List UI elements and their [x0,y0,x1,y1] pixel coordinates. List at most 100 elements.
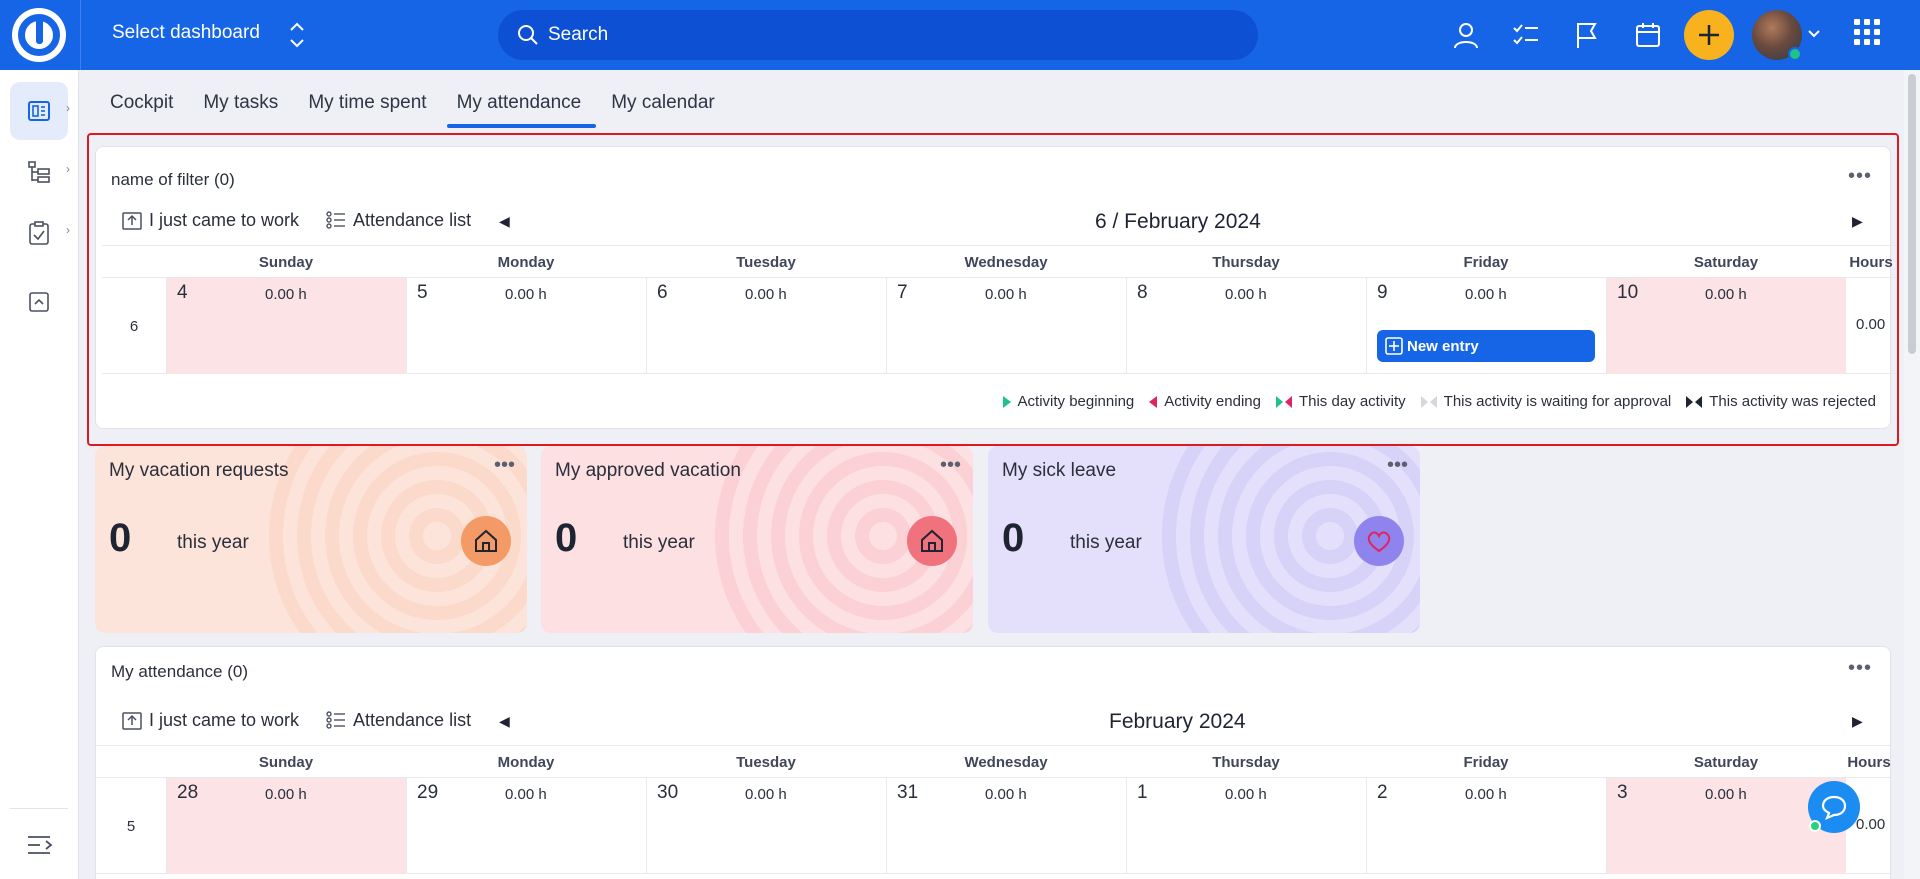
week-row: 6 4 0.00 h 5 0.00 h 6 0.00 h 7 0.00 h 8 … [102,278,1898,374]
more-options-icon[interactable]: ••• [1847,657,1872,679]
day-cell[interactable]: 28 0.00 h [166,778,406,874]
divider [10,808,68,809]
day-cell[interactable]: 7 0.00 h [886,278,1126,374]
upload-box-icon [122,712,142,730]
new-entry-button[interactable]: New entry [1377,330,1595,362]
day-number: 3 [1617,782,1628,803]
sick-leave-card[interactable]: My sick leave ••• 0 this year [988,446,1420,633]
day-hours: 0.00 h [265,286,307,303]
scrollbar-thumb[interactable] [1908,74,1916,354]
apps-grid-icon[interactable] [1852,17,1882,52]
day-hours: 0.00 h [1465,786,1507,803]
came-to-work-button[interactable]: I just came to work [121,709,299,731]
expand-sidebar-icon[interactable] [26,834,54,861]
day-cell[interactable]: 2 0.00 h [1366,778,1606,874]
day-hours: 0.00 h [985,286,1027,303]
tab-cockpit[interactable]: Cockpit [110,92,174,113]
day-cell[interactable]: 5 0.00 h [406,278,646,374]
card-value: 0 [1002,516,1025,560]
day-cell[interactable]: 8 0.00 h [1126,278,1366,374]
search-icon [518,25,538,45]
weekday-label: Monday [497,254,555,271]
day-cell[interactable]: 31 0.00 h [886,778,1126,874]
day-cell[interactable]: 3 0.00 h [1606,778,1846,874]
day-cell[interactable]: 9 0.00 h New entry [1366,278,1606,374]
checklist-icon[interactable] [1508,17,1544,53]
attendance-list-button[interactable]: Attendance list [325,709,471,731]
came-to-work-button[interactable]: I just came to work [121,209,299,231]
day-cell[interactable]: 30 0.00 h [646,778,886,874]
weekday-label: Wednesday [964,754,1048,771]
panel-title: name of filter (0) [111,170,235,189]
next-week-icon[interactable]: ▶ [1852,213,1863,229]
tab-my-attendance[interactable]: My attendance [446,92,597,128]
clipboard-check-icon [29,221,49,245]
sidebar-item-checklist[interactable] [10,204,68,262]
day-number: 6 [657,282,668,303]
next-month-icon[interactable]: ▶ [1852,713,1863,729]
plus-icon [1699,25,1719,45]
chevron-down-icon[interactable] [1806,26,1822,47]
sidebar-item-tasks[interactable] [10,143,68,201]
search-bar[interactable] [498,10,1258,60]
divider [80,0,81,70]
legend-label: This activity is waiting for approval [1443,393,1672,410]
home-icon [461,516,511,566]
day-number: 31 [897,782,919,803]
day-hours: 0.00 h [745,786,787,803]
chevron-right-icon: › [66,101,70,115]
card-title: My vacation requests [109,460,289,481]
day-cell[interactable]: 4 0.00 h [166,278,406,374]
more-options-icon[interactable]: ••• [939,454,961,476]
dashboard-select[interactable]: Select dashboard [112,22,260,43]
task-tree-icon [28,161,50,183]
heart-icon [1354,516,1404,566]
weekday-label: Sunday [258,754,314,771]
weekday-label: Saturday [1693,754,1759,771]
day-cell[interactable]: 29 0.00 h [406,778,646,874]
week-number: 5 [126,817,136,835]
tab-my-tasks[interactable]: My tasks [203,92,279,113]
day-hours: 0.00 h [745,286,787,303]
day-number: 9 [1377,282,1388,303]
more-options-icon[interactable]: ••• [493,454,515,476]
legend-item: Activity ending [1148,393,1261,410]
chat-button[interactable] [1808,781,1860,833]
rejected-icon [1686,395,1703,408]
previous-month-icon[interactable]: ◀ [499,713,510,729]
day-cell[interactable]: 1 0.00 h [1126,778,1366,874]
chevron-updown-icon[interactable] [286,18,308,52]
flag-icon[interactable] [1568,17,1604,53]
approved-vacation-card[interactable]: My approved vacation ••• 0 this year [541,446,973,633]
waiting-approval-icon [1420,395,1437,408]
vacation-requests-card[interactable]: My vacation requests ••• 0 this year [95,446,527,633]
more-options-icon[interactable]: ••• [1386,454,1408,476]
calendar-period: February 2024 [1109,710,1246,733]
day-number: 30 [657,782,679,803]
card-subtitle: this year [623,532,695,553]
day-cell[interactable]: 10 0.00 h [1606,278,1846,374]
sidebar-item-collapse-box[interactable] [10,273,68,331]
logo[interactable] [12,8,66,62]
add-button[interactable] [1684,10,1734,60]
search-input[interactable] [548,10,1238,60]
day-number: 7 [897,282,908,303]
online-status-dot [1809,820,1821,832]
week-hours-total: 0.00 [1856,316,1886,333]
sidebar-item-dashboard[interactable] [10,82,68,140]
tab-my-time-spent[interactable]: My time spent [308,92,427,113]
day-number: 2 [1377,782,1388,803]
attendance-list-button[interactable]: Attendance list [325,209,471,231]
chevron-up-box-icon [29,292,49,312]
tab-my-calendar[interactable]: My calendar [611,92,715,113]
more-options-icon[interactable]: ••• [1847,165,1872,187]
calendar-icon[interactable] [1630,17,1666,53]
day-hours: 0.00 h [1705,286,1747,303]
day-cell[interactable]: 6 0.00 h [646,278,886,374]
page-scrollbar[interactable] [1904,70,1920,879]
previous-week-icon[interactable]: ◀ [499,213,510,229]
day-number: 8 [1137,282,1148,303]
user-icon[interactable] [1448,17,1484,53]
weekday-label: Thursday [1212,754,1280,771]
weekday-header: Sunday Monday Tuesday Wednesday Thursday… [96,745,1892,778]
